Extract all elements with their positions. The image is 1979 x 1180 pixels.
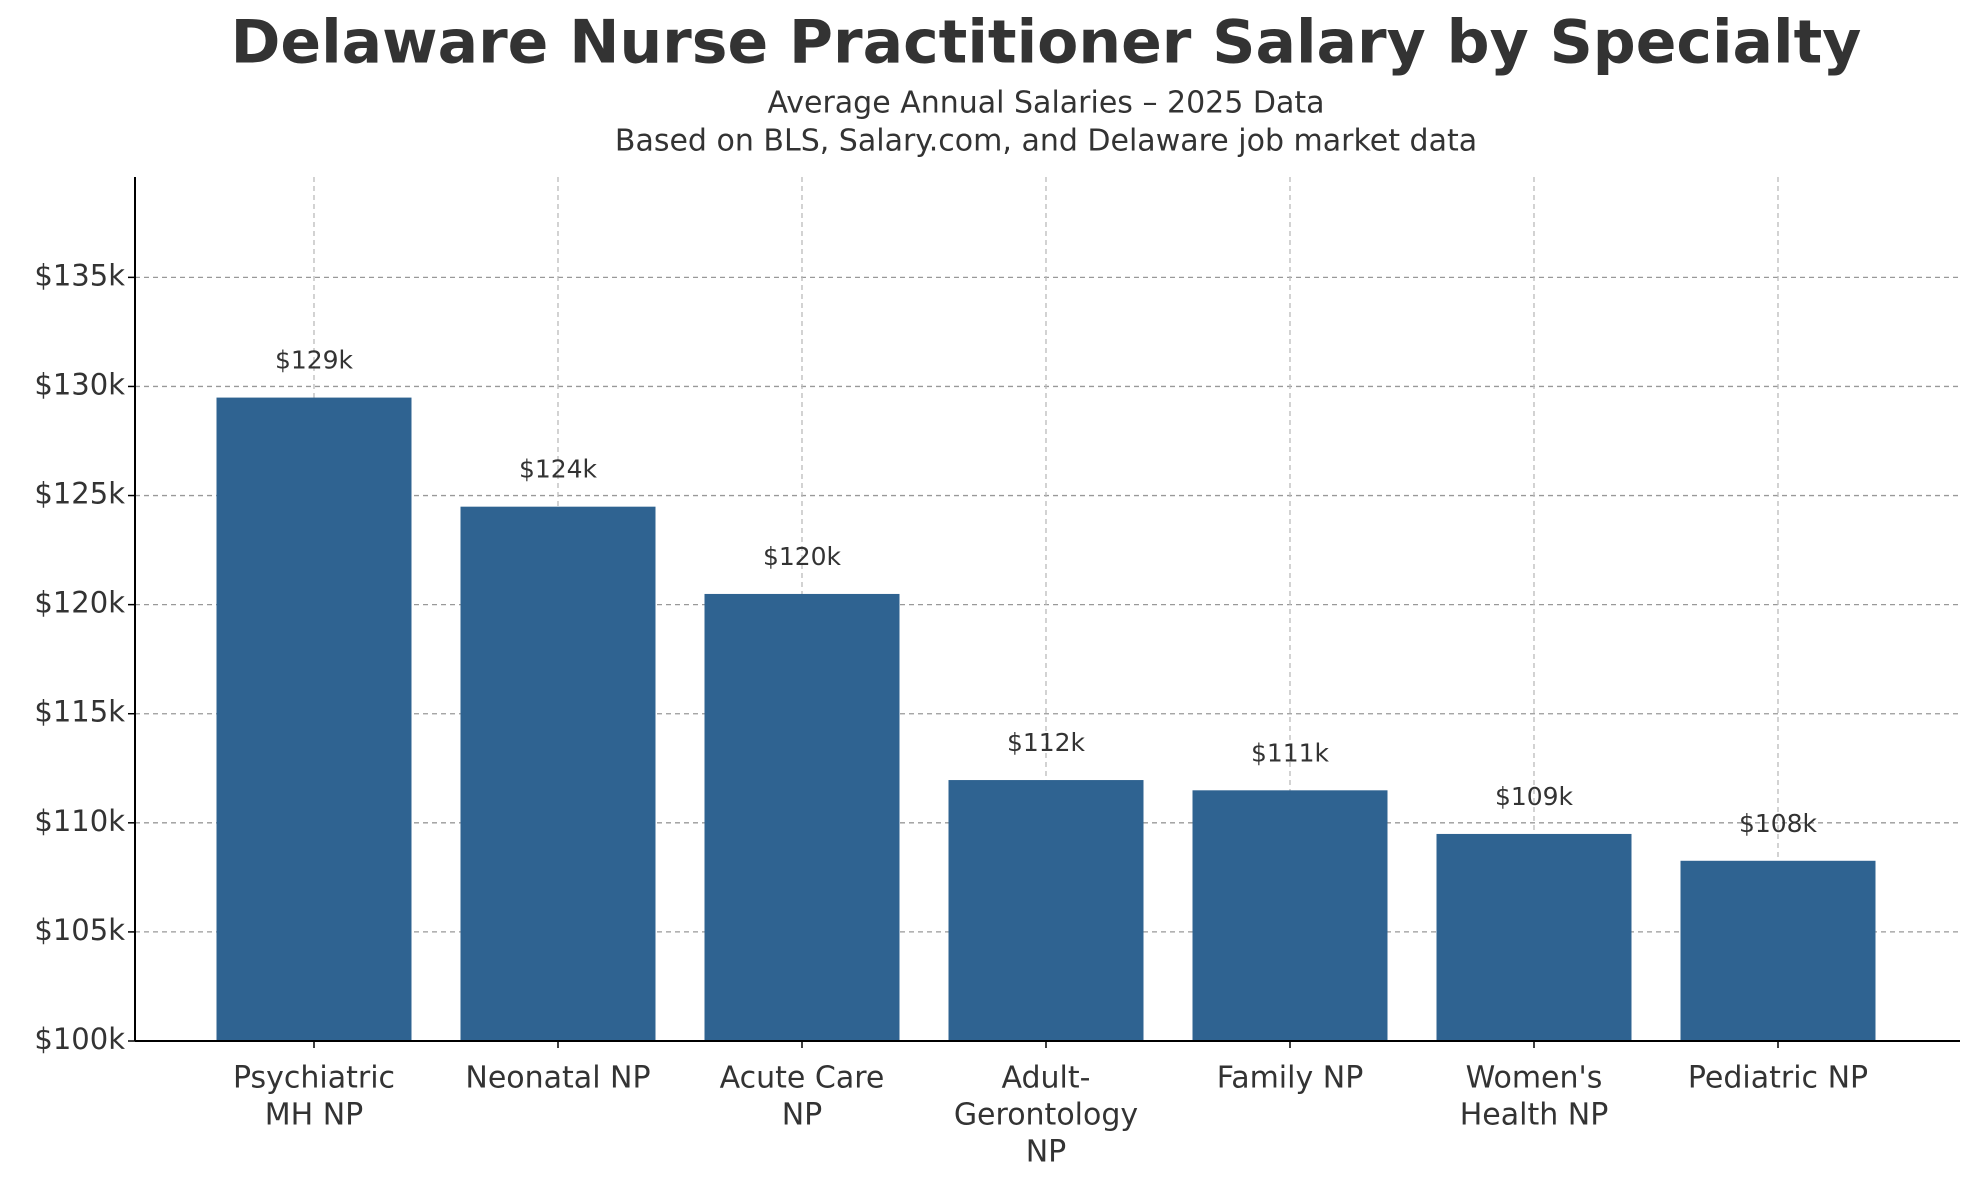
chart-title: Delaware Nurse Practitioner Salary by Sp… <box>231 8 1862 78</box>
value-label: $124k <box>519 455 598 484</box>
bar <box>216 397 412 1042</box>
value-label: $108k <box>1739 809 1818 838</box>
bar <box>1680 860 1876 1041</box>
value-label: $112k <box>1007 728 1086 757</box>
value-label: $109k <box>1495 782 1574 811</box>
bar <box>948 780 1144 1041</box>
bar <box>704 593 900 1041</box>
y-tick-label: $110k <box>34 804 125 838</box>
x-tick-label: Psychiatric MH NP <box>233 1061 395 1133</box>
value-label: $129k <box>275 346 354 375</box>
value-label: $111k <box>1251 738 1330 767</box>
y-tick-label: $130k <box>34 367 125 401</box>
chart-subtitle: Average Annual Salaries – 2025 Data <box>767 86 1324 121</box>
y-tick-label: $120k <box>34 586 125 620</box>
x-tick-label: Acute Care NP <box>720 1061 885 1133</box>
bar <box>1192 790 1388 1041</box>
y-tick-label: $125k <box>34 477 125 511</box>
x-tick-label: Women's Health NP <box>1460 1061 1609 1133</box>
y-tick-label: $135k <box>34 258 125 292</box>
bar <box>460 506 656 1041</box>
value-label: $120k <box>763 542 842 571</box>
y-tick-label: $100k <box>34 1022 125 1056</box>
x-tick-label: Family NP <box>1217 1061 1364 1096</box>
y-tick-label: $115k <box>34 695 125 729</box>
chart-subtitle: Based on BLS, Salary.com, and Delaware j… <box>615 124 1477 159</box>
bar <box>1436 833 1632 1041</box>
x-tick-label: Adult-Gerontology NP <box>954 1061 1138 1170</box>
x-tick-label: Neonatal NP <box>465 1061 650 1096</box>
y-tick-label: $105k <box>34 913 125 947</box>
x-tick-label: Pediatric NP <box>1688 1061 1868 1096</box>
